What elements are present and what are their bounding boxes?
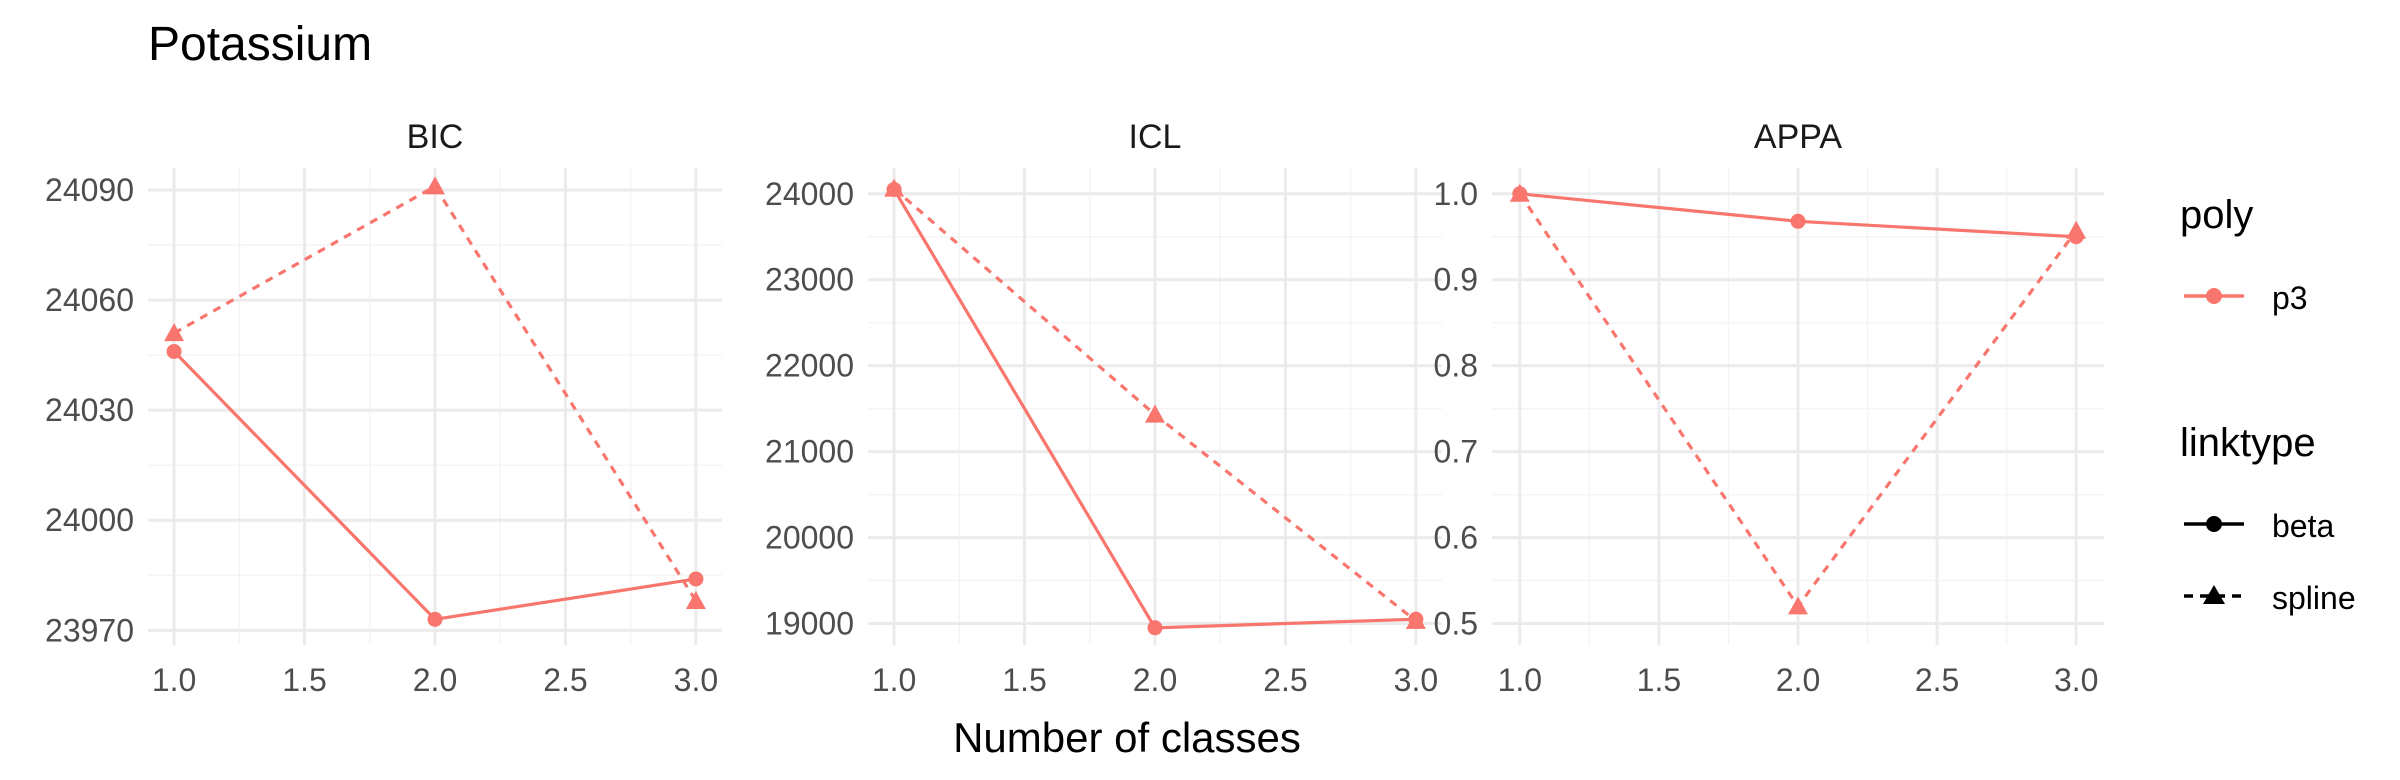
point-spline: [1788, 596, 1808, 615]
x-axis-label: Number of classes: [953, 714, 1301, 761]
y-tick-label: 24060: [45, 282, 134, 318]
legend: poly p3 linktype beta spline: [2180, 193, 2356, 616]
panel-title-appa: APPA: [1754, 118, 1843, 156]
x-tick-label: 1.0: [1498, 662, 1542, 698]
y-tick-label: 20000: [765, 520, 854, 556]
y-tick-label: 23970: [45, 612, 134, 648]
x-tick-label: 1.5: [282, 662, 326, 698]
legend-key-point-spline: [2203, 585, 2225, 604]
y-tick-label: 19000: [765, 606, 854, 642]
x-tick-label: 1.0: [872, 662, 916, 698]
y-tick-label: 0.8: [1434, 348, 1478, 384]
panel-bic: BIC 1.0 1.5 2.0 2.5 3.0 23970 24000 24030 24060 24…: [45, 118, 722, 698]
x-tick-label: 2.0: [1776, 662, 1820, 698]
legend-item-beta: beta: [2272, 508, 2334, 544]
legend-item-spline: spline: [2272, 580, 2356, 616]
x-tick-label: 2.0: [413, 662, 457, 698]
point-spline: [1145, 404, 1165, 423]
point-beta: [427, 611, 443, 627]
y-tick-label: 24000: [45, 502, 134, 538]
panel-icl: ICL 1.0 1.5 2.0 2.5 3.0 19000 20000 21000 22000 23…: [765, 118, 1442, 698]
point-spline: [1405, 610, 1426, 629]
point-spline: [425, 176, 445, 195]
x-tick-label: 2.5: [1915, 662, 1959, 698]
y-tick-label: 0.9: [1434, 262, 1478, 298]
y-tick-label: 0.7: [1434, 434, 1478, 470]
y-tick-label: 24090: [45, 172, 134, 208]
x-tick-label: 1.0: [152, 662, 196, 698]
y-tick-label: 24030: [45, 392, 134, 428]
chart-title: Potassium: [148, 18, 372, 71]
legend-title-linktype: linktype: [2180, 421, 2316, 465]
point-beta: [166, 343, 182, 359]
x-tick-label: 1.5: [1002, 662, 1046, 698]
legend-title-poly: poly: [2180, 193, 2253, 237]
panel-title-icl: ICL: [1129, 118, 1182, 156]
y-tick-label: 24000: [765, 176, 854, 212]
x-tick-label: 2.5: [1263, 662, 1307, 698]
panels: BIC 1.0 1.5 2.0 2.5 3.0 23970 24000 24030 24060 24…: [45, 118, 2104, 698]
point-spline: [685, 590, 706, 609]
y-tick-label: 23000: [765, 262, 854, 298]
point-spline: [884, 178, 905, 197]
x-tick-label: 1.5: [1637, 662, 1681, 698]
x-tick-label: 3.0: [2054, 662, 2098, 698]
point-beta: [1147, 620, 1163, 636]
point-spline: [2066, 220, 2087, 239]
point-spline: [1509, 183, 1530, 202]
point-spline: [164, 323, 185, 342]
panel-appa: APPA 1.0 1.5 2.0 2.5 3.0 0.5 0.6 0.7 0.8 0.9 1.0: [1434, 118, 2104, 698]
y-tick-label: 0.5: [1434, 606, 1478, 642]
y-tick-label: 1.0: [1434, 176, 1478, 212]
point-beta: [688, 571, 704, 587]
legend-key-point-beta: [2206, 516, 2222, 532]
y-tick-label: 22000: [765, 348, 854, 384]
x-tick-label: 3.0: [674, 662, 718, 698]
legend-key-point-p3: [2206, 288, 2222, 304]
y-tick-label: 0.6: [1434, 520, 1478, 556]
x-tick-label: 2.0: [1133, 662, 1177, 698]
x-tick-label: 3.0: [1394, 662, 1438, 698]
x-tick-label: 2.5: [543, 662, 587, 698]
panel-title-bic: BIC: [407, 118, 464, 156]
point-beta: [1790, 213, 1806, 229]
y-tick-label: 21000: [765, 434, 854, 470]
legend-item-p3: p3: [2272, 280, 2308, 316]
